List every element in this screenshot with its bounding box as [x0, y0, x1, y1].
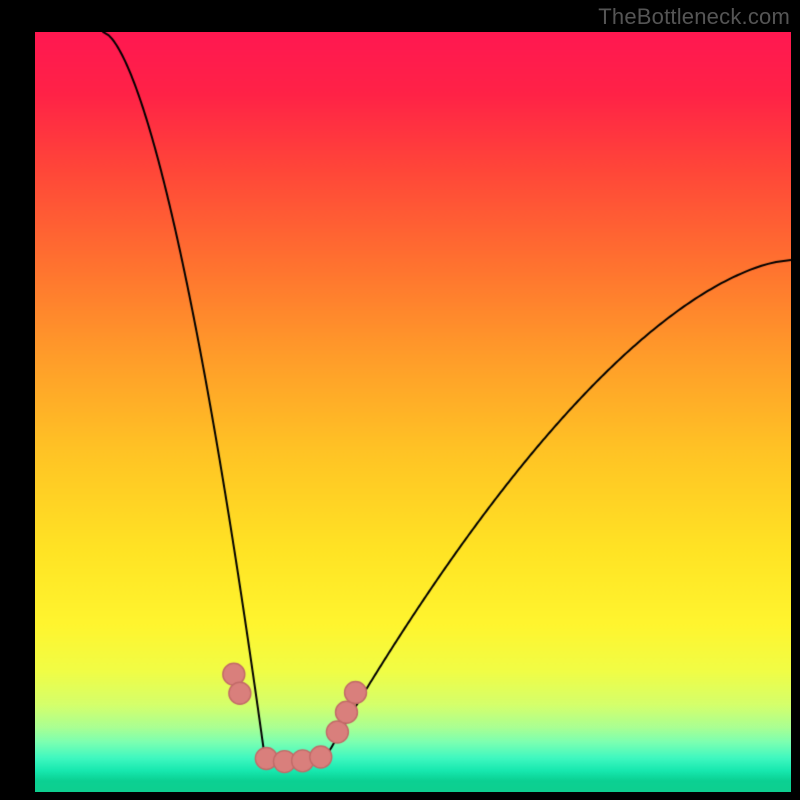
bottleneck-curve-chart	[35, 32, 791, 792]
plot-frame	[35, 32, 791, 792]
watermark-text: TheBottleneck.com	[598, 4, 790, 30]
chart-stage: { "watermark": { "text": "TheBottleneck.…	[0, 0, 800, 800]
